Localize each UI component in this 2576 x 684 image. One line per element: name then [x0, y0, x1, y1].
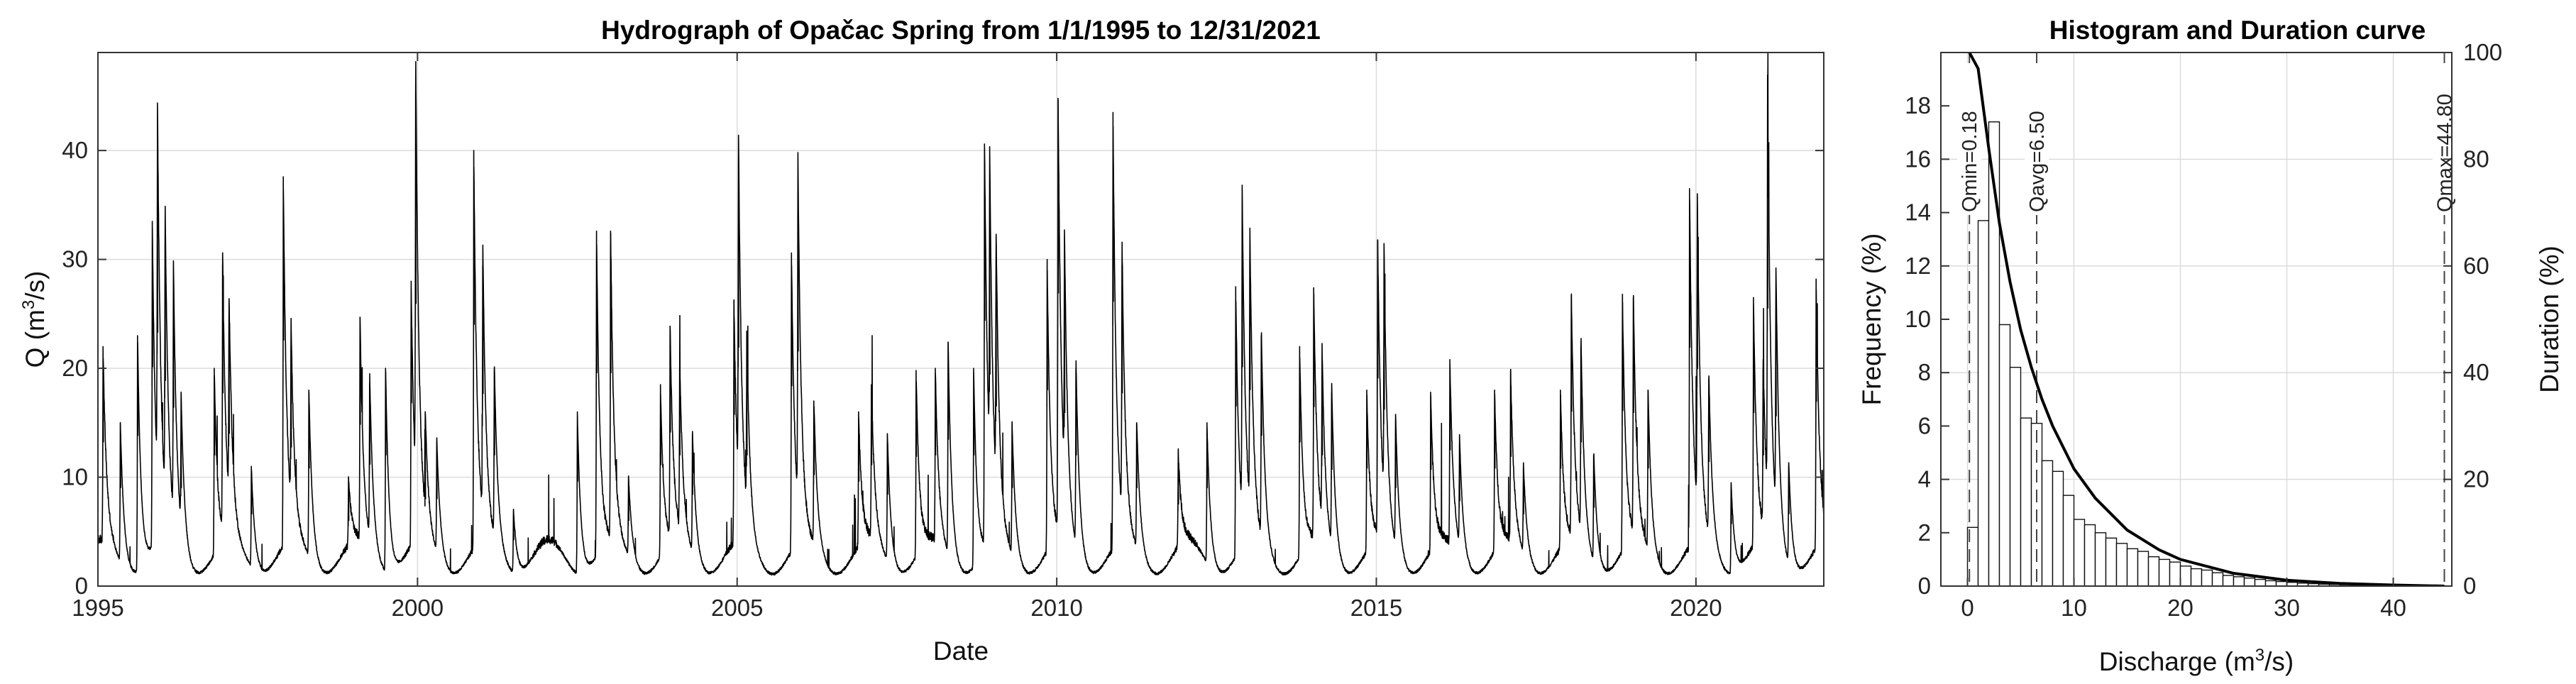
annotation-label: Qmin=0.18 — [1959, 111, 1981, 212]
histogram-bar — [2222, 575, 2235, 586]
histogram-x-tick-label: 0 — [1961, 595, 1974, 621]
histogram-left-tick-label: 4 — [1918, 466, 1931, 492]
histogram-y-axis-label-right: Duration (%) — [2535, 246, 2564, 393]
histogram-bar — [2233, 576, 2245, 586]
histogram-bar — [2062, 495, 2075, 586]
histogram-x-tick-label: 20 — [2167, 595, 2194, 621]
histogram-x-tick-label: 30 — [2274, 595, 2300, 621]
hydrograph-series-line — [97, 52, 1824, 576]
hydrograph-x-axis-label: Date — [933, 636, 989, 666]
hydrograph-y-label-sup: 3 — [19, 300, 38, 309]
histogram-bars — [1966, 121, 2448, 586]
histogram-bar — [2169, 561, 2181, 586]
histogram-bar — [2084, 524, 2096, 586]
histogram-left-tick-label: 14 — [1905, 199, 1931, 226]
hydrograph-x-tick-label: 2005 — [711, 595, 763, 621]
hydrograph-x-tick-label: 1995 — [72, 595, 123, 621]
histogram-bar — [2105, 537, 2118, 586]
histogram-bar — [2211, 572, 2224, 586]
histogram-bar — [1977, 220, 1990, 586]
histogram-bar — [2201, 569, 2213, 586]
histogram-bar — [2264, 580, 2277, 586]
hydrograph-x-tick-label: 2000 — [392, 595, 444, 621]
histogram-bar — [2147, 556, 2160, 586]
histogram-bar — [2052, 470, 2064, 586]
annotation-label: Qmax=44.80 — [2434, 94, 2457, 212]
histogram-right-tick-label: 0 — [2463, 573, 2476, 599]
histogram-bar — [2115, 543, 2128, 586]
histogram-bar — [2137, 551, 2150, 586]
annotation-label-background — [1957, 63, 1982, 215]
histogram-left-tick-label: 12 — [1905, 253, 1931, 279]
histogram-y-ticks-right: 0 20 40 60 80 100 — [2443, 39, 2502, 599]
histogram-right-tick-label: 60 — [2463, 253, 2489, 279]
histogram-right-tick-label: 20 — [2463, 466, 2489, 492]
histogram-bar — [2254, 578, 2267, 586]
histogram-bar — [1998, 324, 2011, 586]
hydrograph-y-tick-label: 40 — [62, 137, 88, 163]
histogram-bar — [2009, 366, 2022, 586]
histogram-left-tick-label: 10 — [1905, 306, 1931, 332]
annotation-label-background — [2025, 63, 2049, 215]
histogram-x-axis-label: Discharge (m3/s) — [2099, 646, 2294, 676]
histogram-left-tick-label: 0 — [1918, 573, 1931, 599]
annotation-label: Qavg=6.50 — [2026, 111, 2049, 212]
histogram-left-tick-label: 16 — [1905, 145, 1931, 172]
histogram-right-tick-label: 80 — [2463, 145, 2489, 172]
hydrograph-x-ticks: 1995 2000 2005 2010 2015 2020 — [72, 53, 1722, 621]
hydrograph-y-tick-label: 0 — [75, 573, 88, 599]
histogram-bar — [2179, 566, 2192, 586]
histogram-left-tick-label: 18 — [1905, 92, 1931, 118]
histogram-left-tick-label: 6 — [1918, 412, 1931, 438]
hydrograph-y-ticks: 0 10 20 30 40 — [62, 137, 1824, 599]
histogram-right-tick-label: 40 — [2463, 359, 2489, 385]
histogram-bar — [2094, 532, 2107, 586]
histogram-left-tick-label: 8 — [1918, 359, 1931, 385]
hydrograph-y-tick-label: 30 — [62, 246, 88, 272]
hydrograph-title: Hydrograph of Opačac Spring from 1/1/199… — [601, 16, 1321, 45]
histogram-right-tick-label: 100 — [2463, 39, 2502, 65]
hydrograph-y-tick-label: 20 — [62, 355, 88, 381]
histogram-bar — [2158, 558, 2171, 586]
hydrograph-x-tick-label: 2010 — [1030, 595, 1082, 621]
hydrograph-x-tick-label: 2020 — [1670, 595, 1722, 621]
hydrograph-y-tick-label: 10 — [62, 464, 88, 490]
histogram-title: Histogram and Duration curve — [2049, 16, 2426, 45]
histogram-bar — [2126, 548, 2139, 586]
histogram-y-ticks-left: 0 2 4 6 8 10 12 14 16 18 — [1905, 92, 1949, 599]
hydrograph-panel: Hydrograph of Opačac Spring from 1/1/199… — [19, 16, 1824, 666]
histogram-y-axis-label-left: Frequency (%) — [1857, 233, 1886, 406]
histogram-panel: Histogram and Duration curve Qmin=0.18 Qa… — [1857, 16, 2564, 676]
histogram-bar — [2190, 568, 2203, 586]
hydrograph-y-label-base: Q (m — [21, 309, 50, 368]
histogram-x-label-base: Discharge (m — [2099, 647, 2255, 676]
histogram-bar — [2020, 417, 2032, 586]
histogram-x-label-sup: 3 — [2255, 646, 2264, 665]
histogram-x-tick-label: 40 — [2380, 595, 2406, 621]
hydrograph-y-axis-label: Q (m3/s) — [19, 271, 50, 368]
histogram-x-ticks: 0 10 20 30 40 — [1961, 578, 2406, 621]
histogram-left-tick-label: 2 — [1918, 519, 1931, 546]
histogram-bar — [2073, 519, 2086, 586]
hydrograph-x-tick-label: 2015 — [1350, 595, 1402, 621]
histogram-x-label-tail: /s) — [2264, 647, 2294, 676]
histogram-bar — [2243, 578, 2256, 586]
histogram-x-tick-label: 10 — [2061, 595, 2087, 621]
hydrograph-axes-frame — [97, 52, 1824, 587]
hydrograph-y-label-tail: /s) — [21, 271, 50, 300]
histogram-annotations: Qmin=0.18 Qavg=6.50 Qmax=44.80 — [1957, 53, 2457, 586]
histogram-bar — [2041, 460, 2054, 586]
